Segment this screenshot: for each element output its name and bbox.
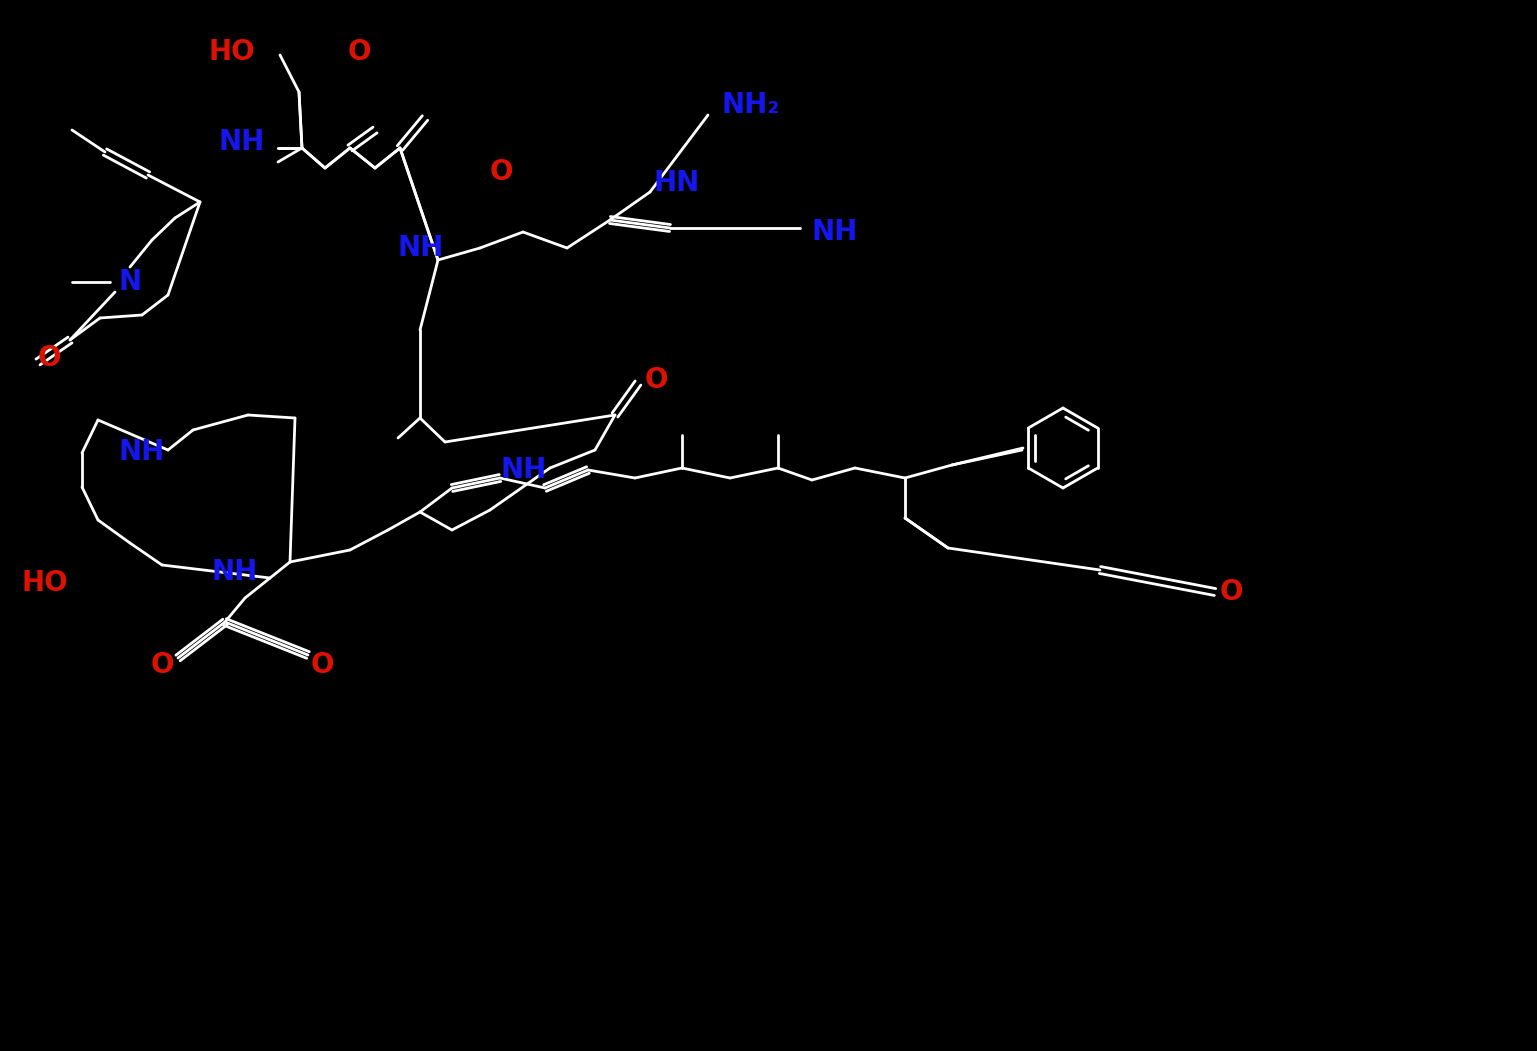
Text: NH: NH bbox=[118, 438, 164, 466]
Text: NH₂: NH₂ bbox=[722, 91, 781, 119]
Text: O: O bbox=[310, 651, 334, 679]
Text: HO: HO bbox=[209, 38, 255, 66]
Text: O: O bbox=[38, 344, 61, 372]
Text: O: O bbox=[490, 158, 513, 186]
Text: HN: HN bbox=[653, 169, 699, 197]
Text: HO: HO bbox=[22, 569, 68, 597]
Text: O: O bbox=[347, 38, 372, 66]
Text: O: O bbox=[1220, 578, 1243, 606]
Text: NH: NH bbox=[398, 234, 444, 262]
Text: O: O bbox=[646, 366, 669, 394]
Text: O: O bbox=[151, 651, 174, 679]
Text: NH: NH bbox=[812, 218, 858, 246]
Text: NH: NH bbox=[218, 128, 264, 156]
Text: NH: NH bbox=[212, 558, 258, 586]
Text: N: N bbox=[118, 268, 141, 296]
Text: NH: NH bbox=[501, 456, 547, 485]
